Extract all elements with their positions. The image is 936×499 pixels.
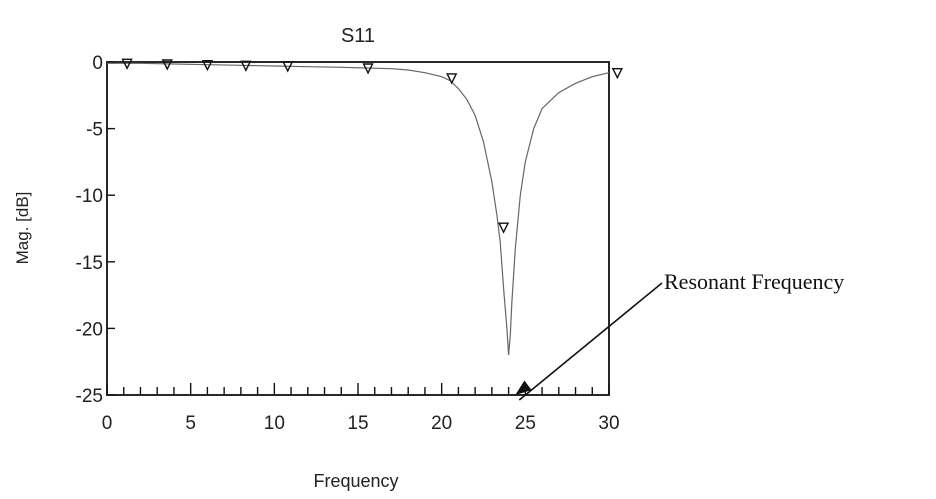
s11-series-line <box>107 62 610 356</box>
x-tick-label: 20 <box>431 413 452 434</box>
y-tick-label: -25 <box>76 386 103 407</box>
resonant-frequency-arrow <box>518 282 663 401</box>
x-tick-label: 5 <box>185 413 196 434</box>
x-axis-ticks <box>106 383 610 395</box>
x-axis-tick-labels: 0 5 10 15 20 25 30 <box>102 413 620 434</box>
marker-triangle <box>161 59 173 71</box>
marker-triangle <box>446 73 458 85</box>
x-tick-label: 25 <box>515 413 536 434</box>
y-axis-ticks <box>107 61 115 396</box>
y-tick-label: -5 <box>86 120 103 141</box>
y-tick-label: -15 <box>76 253 103 274</box>
plot-frame <box>106 61 610 396</box>
x-axis-label: Frequency <box>313 471 398 491</box>
marker-triangle <box>362 63 374 75</box>
y-tick-label: 0 <box>92 53 103 74</box>
y-tick-label: -20 <box>76 319 103 340</box>
marker-triangle <box>121 58 133 70</box>
s11-markers <box>121 58 623 234</box>
chart-title: S11 <box>341 25 375 47</box>
x-tick-label: 15 <box>347 413 368 434</box>
resonant-frequency-arrowhead <box>515 380 532 395</box>
x-tick-label: 10 <box>264 413 285 434</box>
y-axis-tick-labels: 0 -5 -10 -15 -20 -25 <box>76 53 103 407</box>
marker-triangle <box>201 59 214 72</box>
x-tick-label: 0 <box>102 413 113 434</box>
marker-triangle <box>240 60 252 72</box>
marker-triangle <box>611 67 623 80</box>
resonant-frequency-annotation: Resonant Frequency <box>664 269 844 294</box>
y-axis-label: Mag. [dB] <box>13 192 32 265</box>
marker-triangle <box>497 222 510 234</box>
y-tick-label: -10 <box>76 186 103 207</box>
x-tick-label: 30 <box>598 413 619 434</box>
marker-triangle <box>282 61 294 73</box>
